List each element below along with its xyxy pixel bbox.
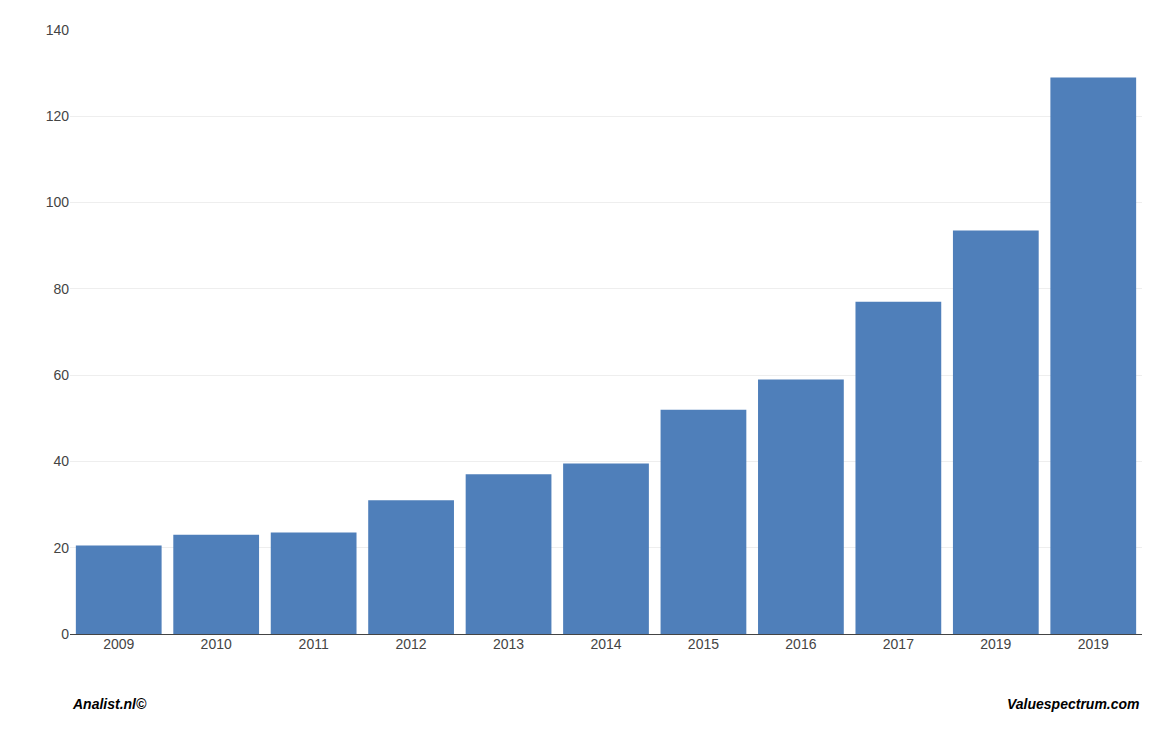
svg-text:20: 20: [53, 540, 69, 556]
svg-text:2011: 2011: [299, 636, 329, 652]
svg-text:2010: 2010: [201, 636, 232, 652]
svg-text:Analist.nl©: Analist.nl©: [72, 696, 147, 712]
svg-text:2013: 2013: [493, 636, 524, 652]
svg-text:2012: 2012: [396, 636, 427, 652]
svg-text:60: 60: [53, 367, 69, 383]
svg-text:2015: 2015: [688, 636, 719, 652]
svg-text:100: 100: [46, 194, 70, 210]
svg-text:80: 80: [53, 281, 69, 297]
svg-text:40: 40: [53, 453, 69, 469]
svg-text:140: 140: [46, 22, 70, 38]
svg-text:Valuespectrum.com: Valuespectrum.com: [1007, 696, 1140, 712]
svg-text:2019: 2019: [980, 636, 1011, 652]
svg-text:2009: 2009: [103, 636, 134, 652]
svg-text:0: 0: [61, 626, 69, 642]
svg-text:2014: 2014: [590, 636, 621, 652]
svg-text:120: 120: [46, 108, 70, 124]
svg-text:2017: 2017: [883, 636, 914, 652]
svg-text:2019: 2019: [1078, 636, 1109, 652]
svg-text:2016: 2016: [785, 636, 816, 652]
